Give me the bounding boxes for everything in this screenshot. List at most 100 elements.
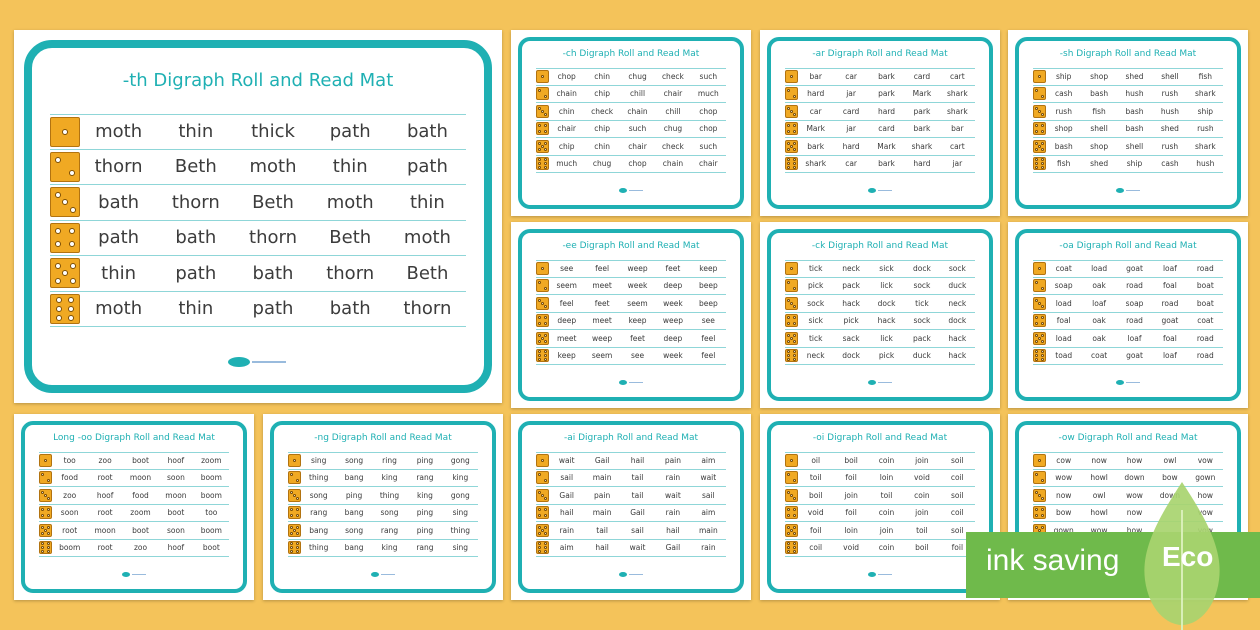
publisher-logo <box>122 572 146 577</box>
mat-word: tail <box>596 525 608 535</box>
mat-word: join <box>879 525 894 535</box>
mat-word: song <box>309 490 328 500</box>
mat-word: ship <box>1055 72 1072 82</box>
die-face-1-icon <box>536 70 549 84</box>
mat-word: cash <box>1055 89 1073 99</box>
mat-word: coat <box>1055 264 1072 274</box>
mat-word: wait <box>665 490 681 500</box>
mat-word: root <box>97 473 113 483</box>
digraph-mat-card[interactable]: -ng Digraph Roll and Read Mat sing song rin… <box>263 414 503 600</box>
die-face-5-icon <box>1033 331 1046 345</box>
mat-word: gown <box>1195 473 1216 483</box>
mat-word: shed <box>1160 124 1179 134</box>
mat-word: fish <box>1057 159 1071 169</box>
mat-word: wow <box>1055 473 1073 483</box>
mat-word: fish <box>1198 72 1213 82</box>
mat-word: sing <box>310 456 327 466</box>
die-face-6-icon <box>1033 349 1046 363</box>
mat-row: bow howl now vow <box>1033 505 1223 522</box>
die-face-6-icon <box>50 293 80 324</box>
mat-word: Gail <box>665 543 681 553</box>
mat-word: moth <box>95 298 143 320</box>
die-face-6-icon <box>536 541 549 555</box>
mat-word: coin <box>914 490 930 500</box>
die-face-1-icon <box>785 262 798 276</box>
mat-word: wow <box>1090 525 1108 535</box>
mat-word: feel <box>559 298 574 308</box>
mat-word: thorn <box>326 262 375 284</box>
digraph-mat-card[interactable]: -ee Digraph Roll and Read Mat see feel weep… <box>511 222 751 408</box>
die-face-6-icon <box>536 157 549 171</box>
digraph-mat-card[interactable]: -ck Digraph Roll and Read Mat tick neck sic… <box>760 222 1000 408</box>
mat-word: dock <box>877 298 896 308</box>
mat-word: path <box>329 121 371 143</box>
mat-word: path <box>252 298 294 320</box>
mat-word: shop <box>1090 72 1109 82</box>
die-face-1-icon <box>785 454 798 468</box>
mat-word: too <box>63 456 76 466</box>
mat-title: Long -oo Digraph Roll and Read Mat <box>53 433 215 443</box>
eco-leaf-icon <box>1144 482 1220 630</box>
mat-word: feel <box>595 264 610 274</box>
mat-word: check <box>661 72 684 82</box>
mat-word: neck <box>842 264 861 274</box>
mat-word: shell <box>1161 72 1179 82</box>
mat-row: bark hard Mark shark cart <box>785 138 975 156</box>
mat-word: sock <box>807 298 825 308</box>
mat-word: moth <box>403 227 451 249</box>
mat-word: song <box>380 508 399 518</box>
die-face-3-icon <box>785 296 798 310</box>
mat-word: join <box>844 490 858 500</box>
mat-title: -ow Digraph Roll and Read Mat <box>1058 433 1198 443</box>
mat-word: thing <box>309 543 329 553</box>
mat-word: thin <box>178 121 214 143</box>
mat-row: boom root zoo hoof boot <box>39 540 229 557</box>
mat-row: wow howl down bow gown <box>1033 470 1223 487</box>
mat-word: bash <box>1090 89 1109 99</box>
mat-word: loaf <box>1162 351 1177 361</box>
mat-word: king <box>416 490 433 500</box>
mat-word: check <box>661 141 684 151</box>
mat-row: rang bang song ping sing <box>288 505 478 522</box>
mat-word: bath <box>98 191 140 213</box>
mat-row: coat load goat loaf road <box>1033 260 1223 278</box>
mat-word: such <box>699 141 718 151</box>
mat-word: lick <box>880 281 893 291</box>
mat-row: toil foil loin void coil <box>785 470 975 487</box>
mat-word: load <box>1091 264 1108 274</box>
digraph-mat-card[interactable]: -ch Digraph Roll and Read Mat chop chin chu… <box>511 30 751 216</box>
mat-word: bash <box>1125 124 1144 134</box>
mat-word: coin <box>878 543 895 553</box>
mat-word: void <box>843 543 860 553</box>
digraph-mat-card[interactable]: -ar Digraph Roll and Read Mat bar car bark c… <box>760 30 1000 216</box>
digraph-mat-card[interactable]: -ai Digraph Roll and Read Mat wait Gail hai… <box>511 414 751 600</box>
mat-word: boom <box>200 473 222 483</box>
mat-word: zoom <box>201 456 222 466</box>
mat-row: chop chin chug check such <box>536 68 726 86</box>
th-digraph-mat[interactable]: -th Digraph Roll and Read Mat moth thin thi… <box>14 30 502 403</box>
mat-word: hard <box>913 159 931 169</box>
digraph-mat-card[interactable]: Long -oo Digraph Roll and Read Mat too zoo… <box>14 414 254 600</box>
mat-word: boom <box>200 525 222 535</box>
mat-word: shark <box>805 159 827 169</box>
mat-word: now <box>1126 508 1143 518</box>
mat-word: chin <box>594 141 610 151</box>
digraph-mat-card[interactable]: -sh Digraph Roll and Read Mat ship shop she… <box>1008 30 1248 216</box>
digraph-mat-card[interactable]: -oa Digraph Roll and Read Mat coat load goa… <box>1008 222 1248 408</box>
mat-word: park <box>913 106 931 116</box>
mat-word: aim <box>701 508 716 518</box>
digraph-mat-card[interactable]: -oi Digraph Roll and Read Mat oil boil coin… <box>760 414 1000 600</box>
mat-word: check <box>591 106 614 116</box>
mat-word: moth <box>326 191 374 213</box>
mat-word: coil <box>809 543 823 553</box>
mat-row: much chug chop chain chair <box>536 156 726 173</box>
die-face-5-icon <box>785 139 798 153</box>
mat-title: -ai Digraph Roll and Read Mat <box>563 433 699 443</box>
mat-row: see feel weep feet keep <box>536 260 726 278</box>
mat-word: rang <box>380 525 399 535</box>
mat-word: oak <box>1092 316 1106 326</box>
mat-word: chug <box>663 124 683 134</box>
mat-word: chain <box>556 89 577 99</box>
mat-word: lick <box>880 333 893 343</box>
mat-word: sail <box>560 473 574 483</box>
